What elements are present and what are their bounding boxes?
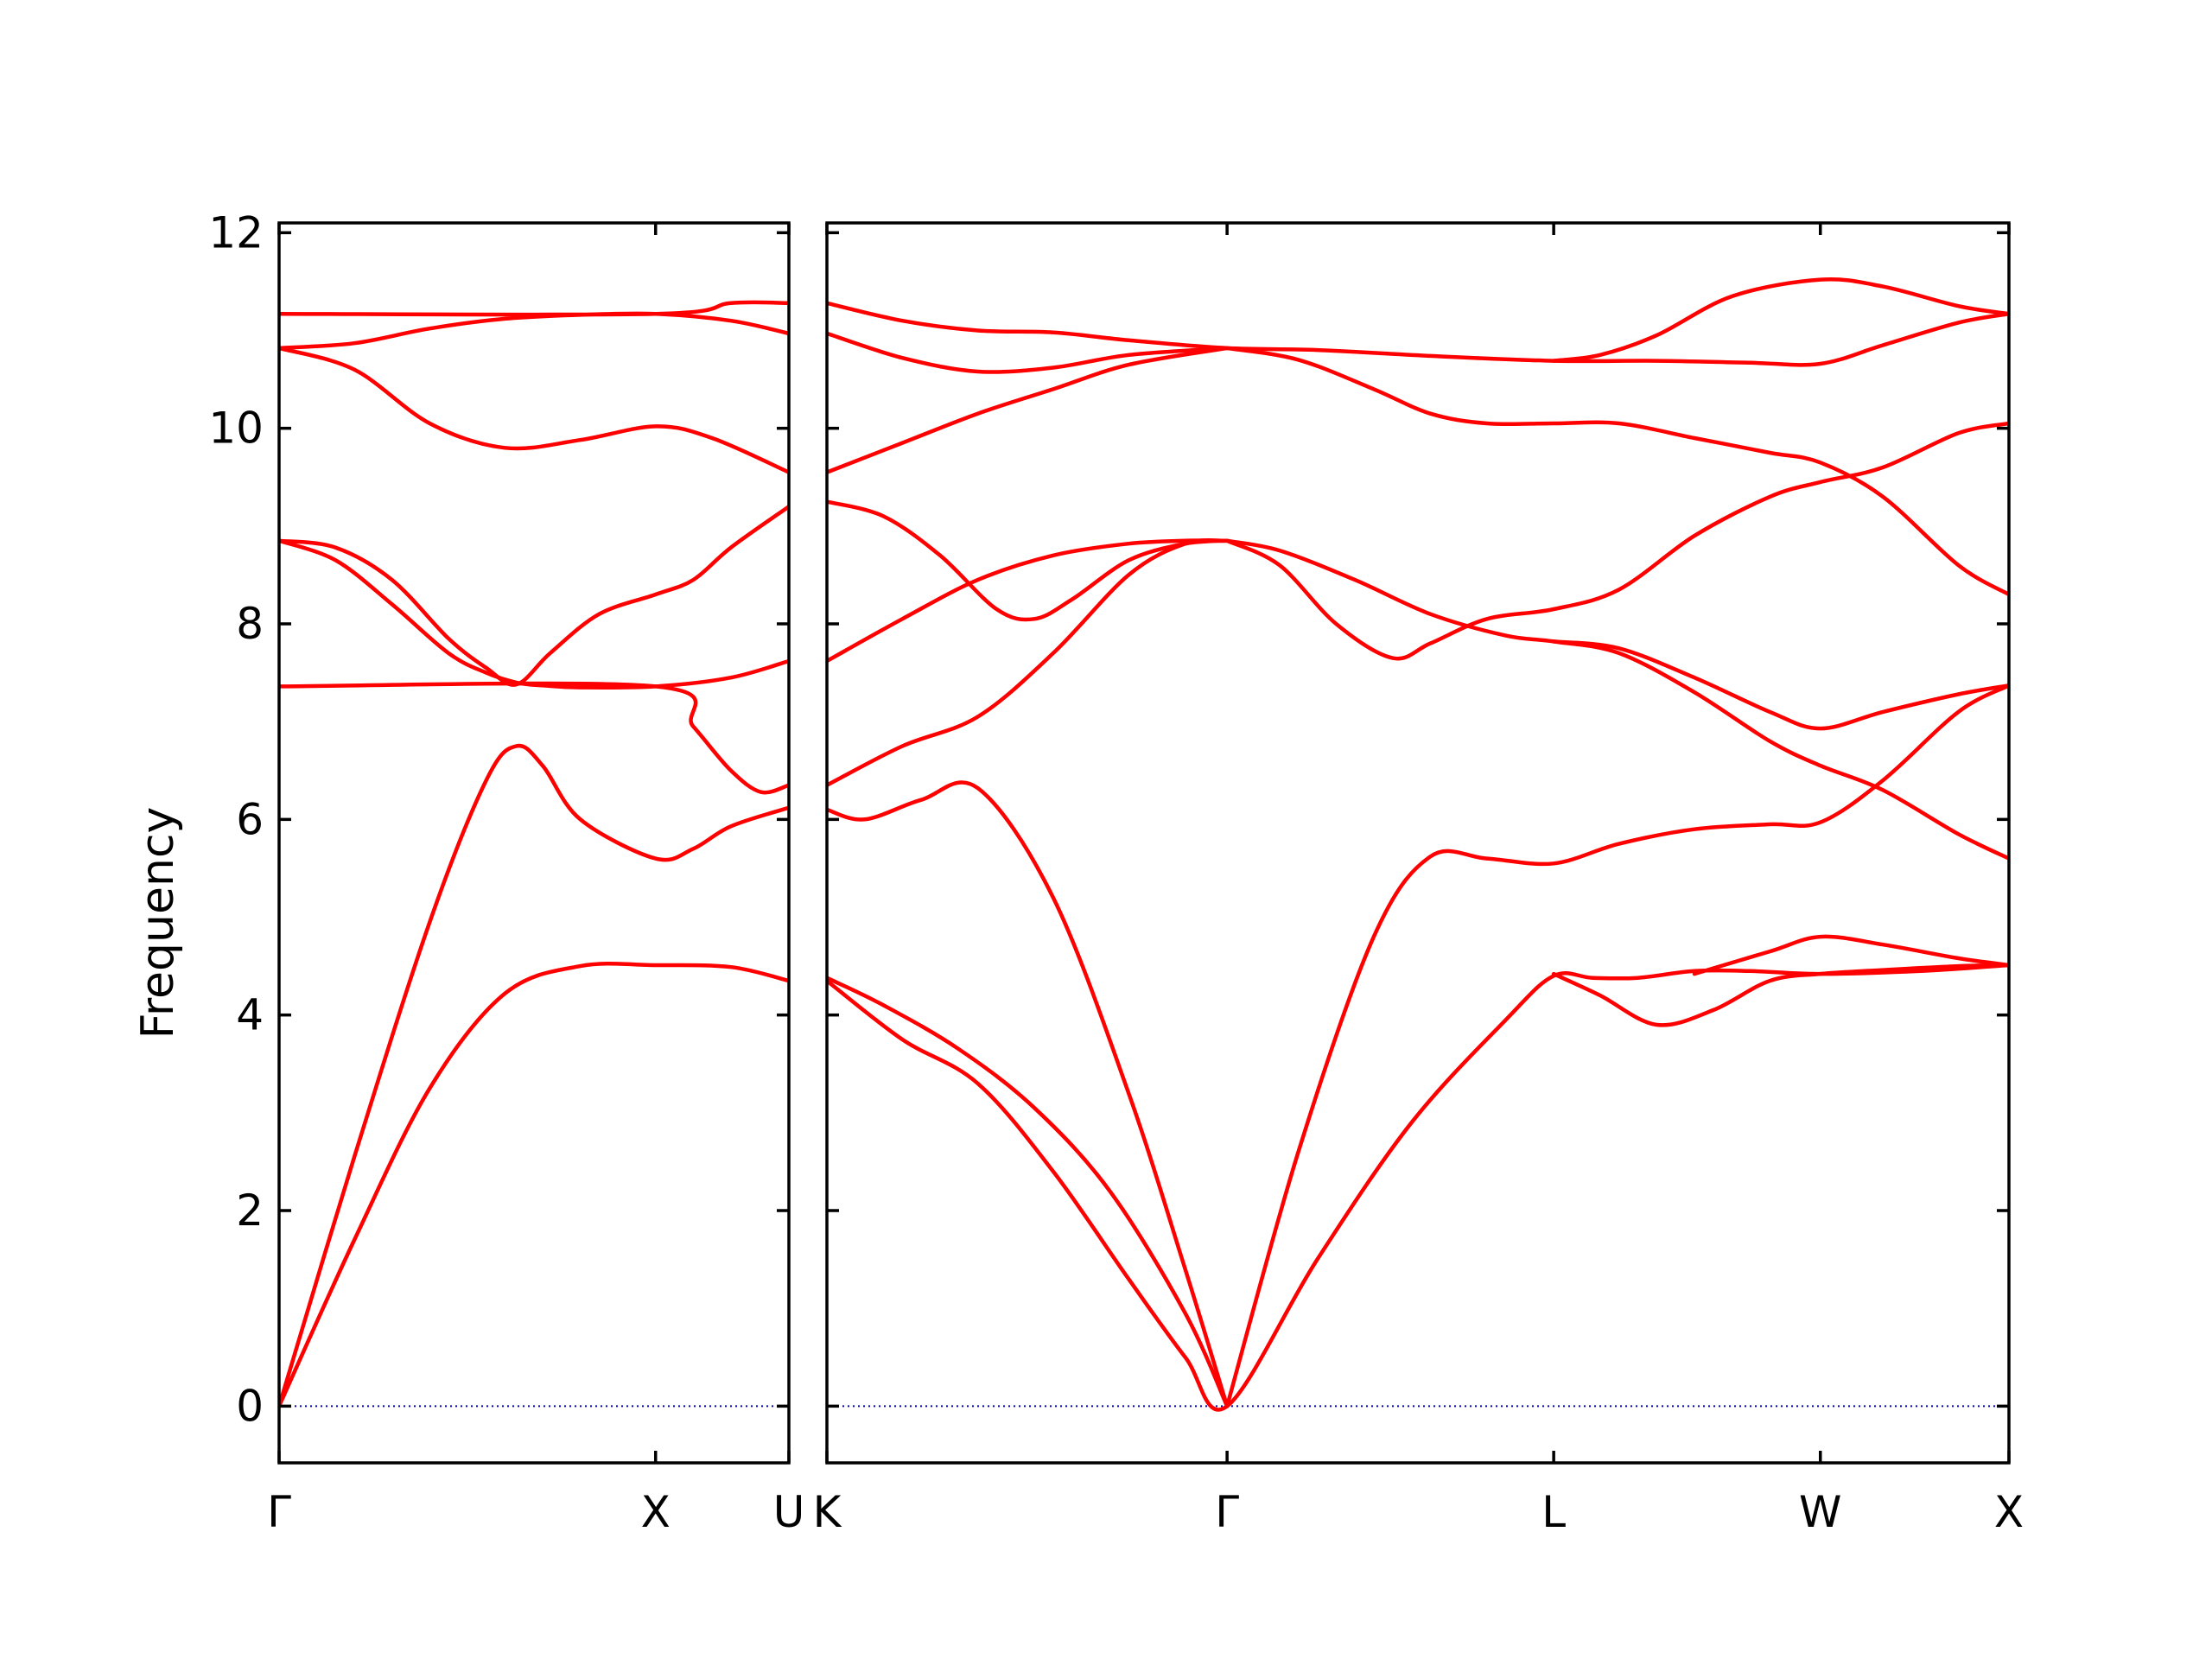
y-tick-label: 10 xyxy=(208,404,264,454)
phonon-band-6 xyxy=(279,346,789,474)
x-tick-label-K: K xyxy=(813,1487,842,1537)
x-tick-label-W: W xyxy=(1799,1487,1841,1537)
panel-left-bands xyxy=(279,300,789,1408)
x-tick-label-Γ: Γ xyxy=(1215,1487,1239,1537)
phonon-band-16 xyxy=(827,301,2009,367)
x-tick-label-X: X xyxy=(641,1487,671,1537)
x-tick-label-X: X xyxy=(1994,1487,2024,1537)
phonon-band-9 xyxy=(827,499,1230,622)
y-tick-label: 6 xyxy=(236,794,264,844)
phonon-band-1 xyxy=(279,962,789,1408)
phonon-band-8 xyxy=(279,300,789,317)
panels-layer: 0 2 4 6 8 10 12 Γ X U K Γ L W X xyxy=(208,207,2024,1537)
phonon-band-5 xyxy=(279,681,789,795)
phonon-band-2 xyxy=(279,743,789,1408)
phonon-band-13 xyxy=(827,346,1230,474)
phonon-band-7 xyxy=(827,538,1230,787)
phonon-band-3 xyxy=(1551,963,2009,1027)
panel-right-bands xyxy=(827,276,2009,1412)
panel-left-frame xyxy=(277,221,791,1465)
phonon-band-8 xyxy=(827,538,1230,664)
x-tick-label-Γ: Γ xyxy=(267,1487,291,1537)
phonon-band-12 xyxy=(1551,639,2009,731)
x-tick-label-L: L xyxy=(1541,1487,1566,1537)
phonon-band-5 xyxy=(827,780,1230,1408)
y-tick-label: 12 xyxy=(208,207,264,257)
phonon-band-4 xyxy=(279,504,789,687)
y-tick-label: 4 xyxy=(236,990,264,1040)
phonon-band-2 xyxy=(827,976,1230,1408)
phonon-band-15 xyxy=(827,331,1230,374)
y-tick-label: 8 xyxy=(236,599,264,649)
panel-left: 0 2 4 6 8 10 12 Γ X U xyxy=(208,207,804,1537)
phonon-band-10 xyxy=(1224,421,2009,661)
phonon-band-4 xyxy=(1692,934,2009,976)
phonon-band-11 xyxy=(1224,538,2009,861)
y-axis-label: Frequency xyxy=(132,807,184,1039)
y-tick-label: 2 xyxy=(236,1185,264,1236)
x-tick-label-U: U xyxy=(773,1487,805,1537)
phonon-band-1 xyxy=(827,963,2009,1412)
y-tick-label: 0 xyxy=(236,1381,264,1431)
phonon-band-7 xyxy=(279,311,789,351)
panel-right-frame xyxy=(825,221,2011,1465)
phonon-band-14 xyxy=(1224,346,2009,597)
phonon-band-6 xyxy=(1224,683,2009,1408)
phonon-band-17 xyxy=(1551,276,2009,363)
